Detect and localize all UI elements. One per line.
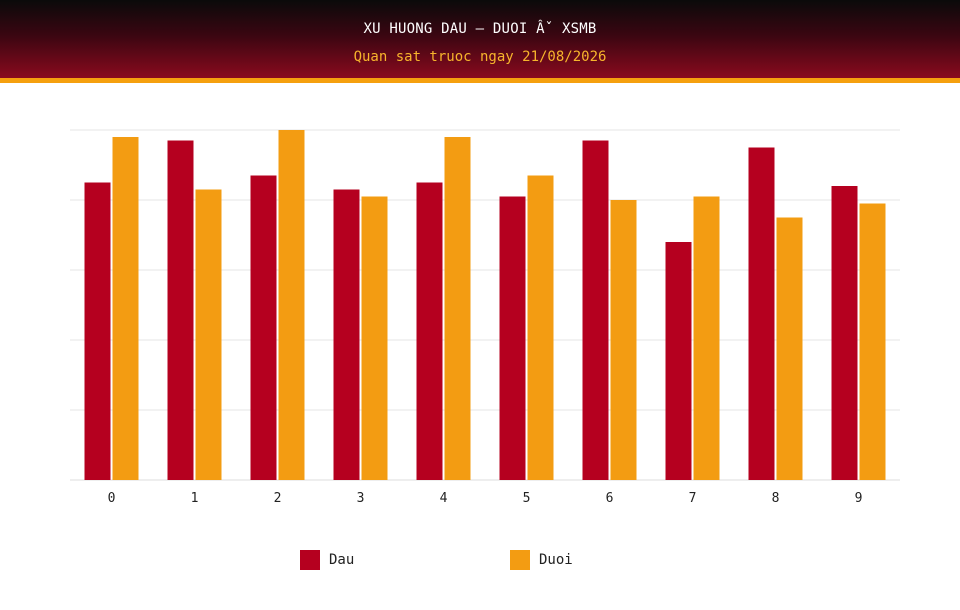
chart-header: XU HUONG DAU – DUOI Âˇ XSMB Quan sat tru… xyxy=(0,0,960,83)
bar-dau-9 xyxy=(831,186,858,480)
legend-item-dau: Dau xyxy=(300,548,354,572)
bar-duoi-3 xyxy=(361,196,388,480)
x-tick-label: 6 xyxy=(606,491,614,506)
x-tick-label: 8 xyxy=(772,491,780,506)
bar-duoi-4 xyxy=(444,137,471,480)
bar-dau-0 xyxy=(84,182,111,480)
x-tick-label: 4 xyxy=(440,491,448,506)
x-tick-label: 1 xyxy=(191,491,199,506)
bar-dau-5 xyxy=(499,196,526,480)
legend-item-duoi: Duoi xyxy=(510,548,573,572)
x-tick-label: 0 xyxy=(108,491,116,506)
x-tick-label: 7 xyxy=(689,491,697,506)
x-tick-label: 2 xyxy=(274,491,282,506)
legend-swatch-dau xyxy=(300,550,320,570)
bar-duoi-2 xyxy=(278,130,305,480)
bar-duoi-9 xyxy=(859,203,886,480)
bar-duoi-5 xyxy=(527,175,554,480)
bar-dau-3 xyxy=(333,189,360,480)
legend-label-duoi: Duoi xyxy=(539,552,573,568)
bar-duoi-1 xyxy=(195,189,222,480)
legend-label-dau: Dau xyxy=(329,552,355,568)
bar-duoi-8 xyxy=(776,217,803,480)
bar-dau-8 xyxy=(748,147,775,480)
bar-dau-6 xyxy=(582,140,609,480)
chart-subtitle: Quan sat truoc ngay 21/08/2026 xyxy=(353,49,607,65)
bar-chart: 0 1 2 3 4 5 6 7 8 9 xyxy=(70,129,900,506)
x-tick-label: 3 xyxy=(357,491,365,506)
bar-duoi-0 xyxy=(112,137,139,480)
x-tick-label: 5 xyxy=(523,491,531,506)
bar-dau-1 xyxy=(167,140,194,480)
bar-dau-7 xyxy=(665,242,692,480)
chart-legend: Dau Duoi xyxy=(0,548,960,574)
x-tick-label: 9 xyxy=(855,491,863,506)
bar-duoi-6 xyxy=(610,200,637,480)
bar-dau-2 xyxy=(250,175,277,480)
bar-dau-4 xyxy=(416,182,443,480)
bar-duoi-7 xyxy=(693,196,720,480)
chart-title: XU HUONG DAU – DUOI Âˇ XSMB xyxy=(363,21,597,37)
legend-swatch-duoi xyxy=(510,550,530,570)
